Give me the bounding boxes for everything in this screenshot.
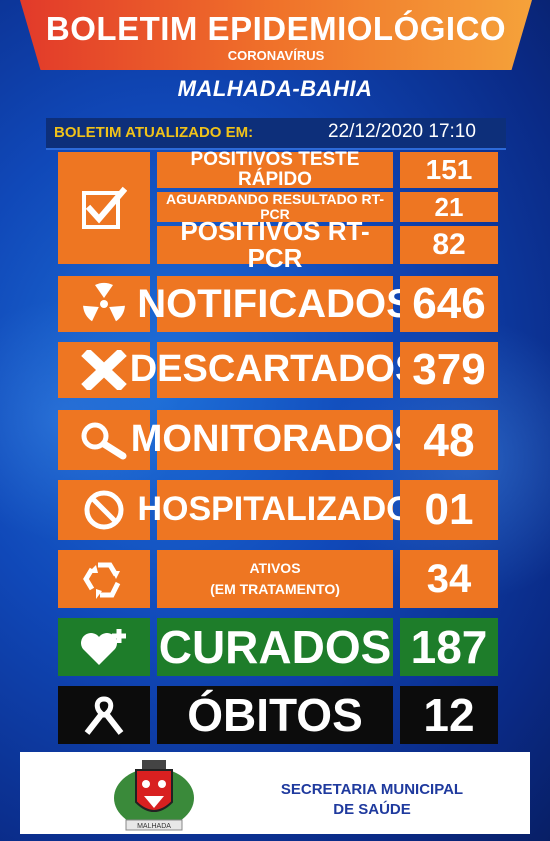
update-datetime: 22/12/2020 17:10 — [328, 121, 476, 142]
magnifier-icon — [81, 422, 127, 460]
city-name: MALHADA-BAHIA — [177, 76, 373, 101]
label-curados: CURADOS — [157, 618, 393, 676]
label-aguardando: AGUARDANDO RESULTADO RT-PCR — [157, 192, 393, 222]
heart-plus-icon — [81, 629, 126, 665]
prohibited-icon — [84, 490, 124, 530]
footer-line1: SECRETARIA MUNICIPAL — [280, 781, 464, 798]
checkbox-icon-box — [58, 152, 150, 264]
prohibited-icon-box — [58, 480, 150, 540]
label-positivos-rtpcr: POSITIVOS RT-PCR — [157, 217, 393, 272]
value-aguardando: 21 — [400, 192, 498, 222]
footer: MALHADA SECRETARIA MUNICIPAL DE SAÚDE — [20, 752, 530, 834]
footer-line2: DE SAÚDE — [333, 801, 411, 818]
value-descartados: 379 — [400, 342, 498, 398]
label-ativos-line1: ATIVOS — [249, 560, 301, 577]
update-label: BOLETIM ATUALIZADO EM: — [54, 124, 254, 141]
value-hospitalizado: 01 — [400, 480, 498, 540]
label-obitos: ÓBITOS — [157, 686, 393, 744]
label-positivos-rapido: POSITIVOS TESTE RÁPIDO — [157, 150, 393, 189]
radiation-icon-box — [58, 276, 150, 332]
ribbon-icon — [84, 696, 124, 735]
checkbox-icon — [82, 186, 127, 229]
label-monitorados: MONITORADOS — [131, 410, 419, 470]
label-ativos-line2: (EM TRATAMENTO) — [210, 581, 340, 597]
magnifier-icon-box — [58, 410, 150, 470]
municipal-crest-icon: MALHADA — [114, 760, 194, 831]
value-notificados: 646 — [400, 276, 498, 332]
label-descartados: DESCARTADOS — [130, 342, 420, 398]
recycle-icon-box — [58, 550, 150, 608]
header-title: BOLETIM EPIDEMIOLÓGICO — [45, 10, 507, 47]
recycle-icon — [83, 562, 121, 599]
footer-text: SECRETARIA MUNICIPAL DE SAÚDE — [252, 780, 492, 820]
value-positivos-rtpcr: 82 — [400, 226, 498, 264]
label-hospitalizado: HOSPITALIZADO — [137, 480, 413, 540]
value-ativos: 34 — [400, 550, 498, 608]
value-monitorados: 48 — [400, 410, 498, 470]
x-icon-box — [58, 342, 150, 398]
value-obitos: 12 — [400, 686, 498, 744]
label-notificados: NOTIFICADOS — [137, 276, 413, 332]
x-icon — [81, 350, 127, 390]
value-positivos-rapido: 151 — [400, 152, 498, 188]
header-subtitle: CORONAVÍRUS — [227, 48, 325, 63]
label-ativos: ATIVOS (EM TRATAMENTO) — [157, 550, 393, 608]
svg-text:MALHADA: MALHADA — [137, 823, 171, 830]
header-banner: BOLETIM EPIDEMIOLÓGICO CORONAVÍRUS — [20, 0, 532, 70]
heart-plus-icon-box — [58, 618, 150, 676]
value-curados: 187 — [400, 618, 498, 676]
update-bar: BOLETIM ATUALIZADO EM: 22/12/2020 17:10 — [46, 118, 506, 150]
radiation-icon — [83, 282, 125, 322]
ribbon-icon-box — [58, 686, 150, 744]
